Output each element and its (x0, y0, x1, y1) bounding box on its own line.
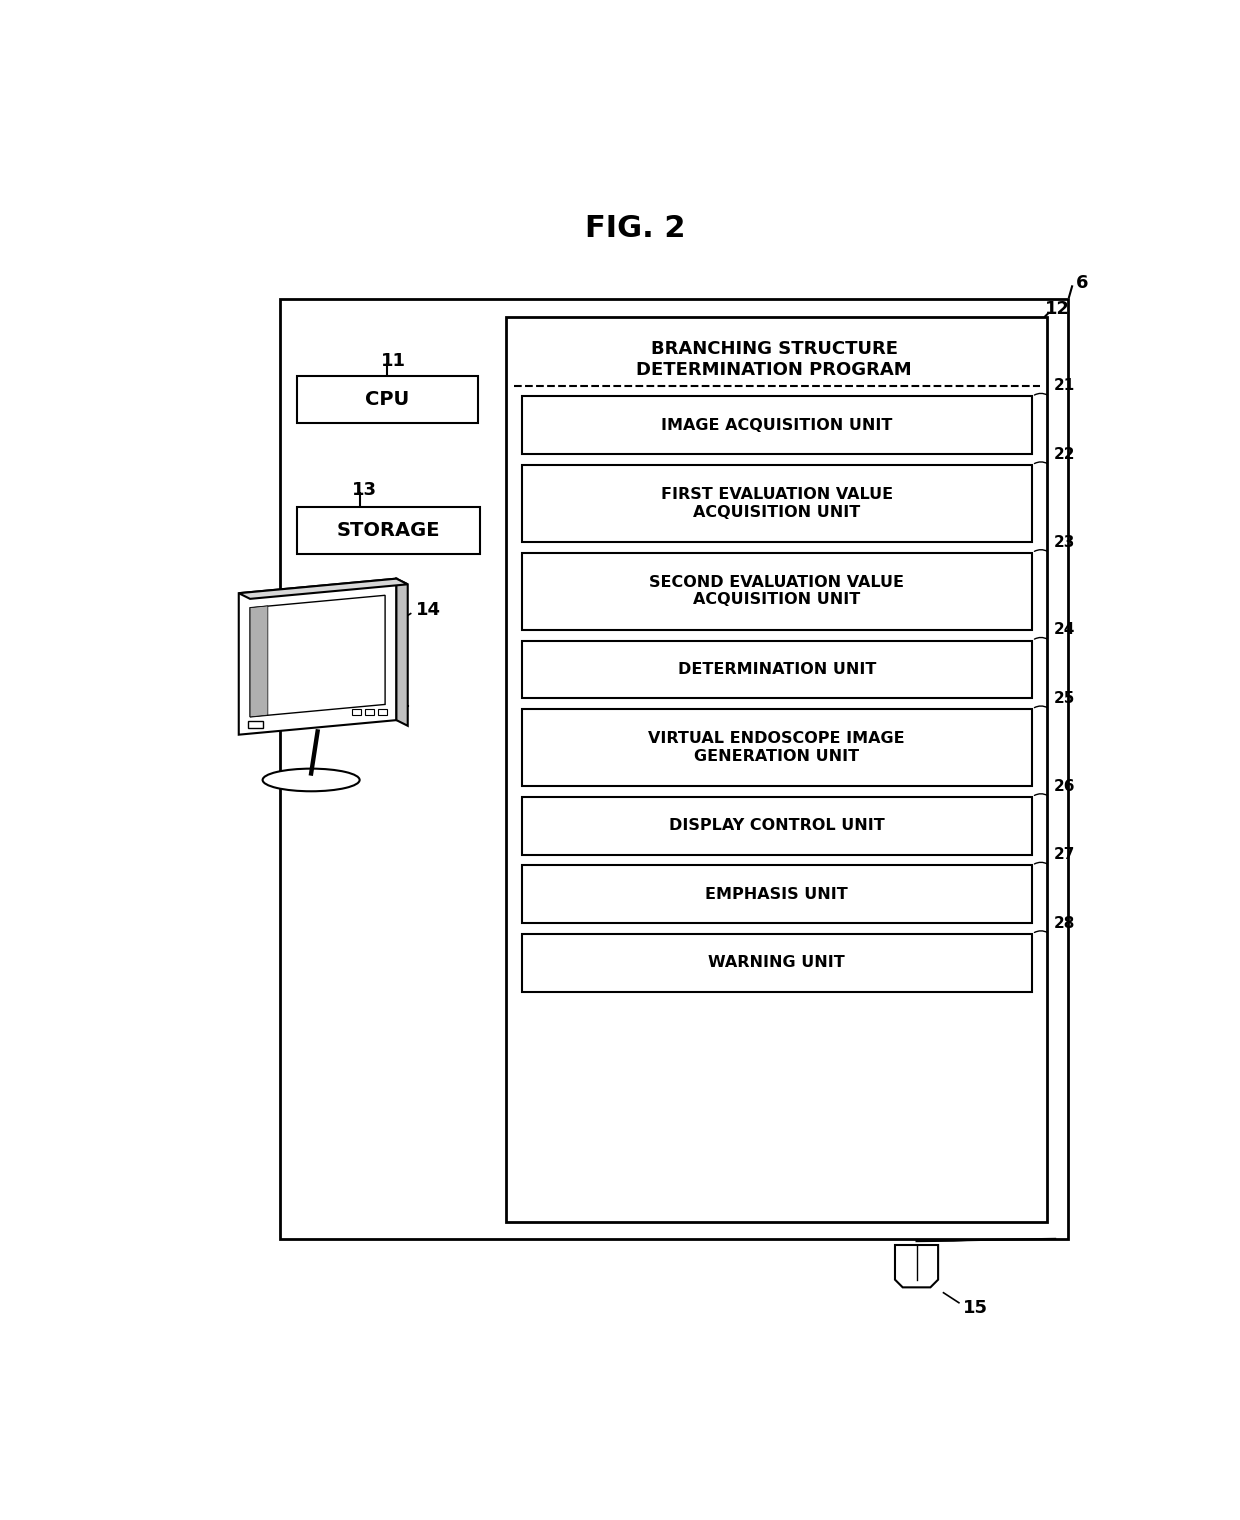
Text: EMPHASIS UNIT: EMPHASIS UNIT (706, 886, 848, 901)
Bar (522, 710, 1032, 786)
Text: 13: 13 (352, 482, 377, 500)
Bar (378, 708, 387, 716)
Bar (522, 796, 1032, 854)
Polygon shape (250, 606, 268, 717)
Text: CPU: CPU (365, 391, 409, 409)
Text: 22: 22 (1054, 447, 1075, 462)
Text: 23: 23 (1054, 535, 1075, 550)
Bar (280, 299, 1068, 1239)
Bar (296, 377, 477, 423)
Bar (522, 553, 1032, 629)
Polygon shape (239, 579, 408, 599)
Text: 12: 12 (1045, 301, 1070, 319)
Text: 21: 21 (1054, 378, 1075, 394)
Text: 14: 14 (417, 600, 441, 619)
Text: BRANCHING STRUCTURE
DETERMINATION PROGRAM: BRANCHING STRUCTURE DETERMINATION PROGRA… (636, 340, 911, 378)
Bar (522, 465, 1032, 543)
Text: 24: 24 (1054, 623, 1075, 637)
Text: 25: 25 (1054, 692, 1075, 705)
Text: 15: 15 (962, 1300, 988, 1318)
Text: IMAGE ACQUISITION UNIT: IMAGE ACQUISITION UNIT (661, 418, 893, 433)
Text: STORAGE: STORAGE (336, 521, 440, 540)
Polygon shape (397, 579, 408, 725)
Text: 11: 11 (381, 353, 405, 369)
Text: FIG. 2: FIG. 2 (585, 214, 686, 243)
Text: 28: 28 (1054, 917, 1075, 930)
Text: VIRTUAL ENDOSCOPE IMAGE
GENERATION UNIT: VIRTUAL ENDOSCOPE IMAGE GENERATION UNIT (649, 731, 905, 763)
Text: WARNING UNIT: WARNING UNIT (708, 955, 846, 970)
Polygon shape (250, 596, 386, 717)
Polygon shape (895, 1245, 939, 1287)
Text: SECOND EVALUATION VALUE
ACQUISITION UNIT: SECOND EVALUATION VALUE ACQUISITION UNIT (650, 575, 904, 608)
Bar (522, 397, 1032, 454)
Text: FIRST EVALUATION VALUE
ACQUISITION UNIT: FIRST EVALUATION VALUE ACQUISITION UNIT (661, 488, 893, 520)
Bar (248, 720, 263, 728)
Bar (522, 933, 1032, 991)
Bar (522, 865, 1032, 923)
Text: 6: 6 (1076, 274, 1089, 292)
Text: 27: 27 (1054, 847, 1075, 862)
Bar (296, 508, 480, 553)
Bar (352, 708, 361, 716)
Text: DISPLAY CONTROL UNIT: DISPLAY CONTROL UNIT (668, 818, 884, 833)
Text: DETERMINATION UNIT: DETERMINATION UNIT (677, 661, 875, 676)
Bar (522, 640, 1032, 698)
Polygon shape (239, 579, 397, 734)
Bar (506, 318, 1048, 1222)
Text: 26: 26 (1054, 778, 1075, 793)
Ellipse shape (263, 769, 360, 792)
Bar (365, 708, 373, 716)
